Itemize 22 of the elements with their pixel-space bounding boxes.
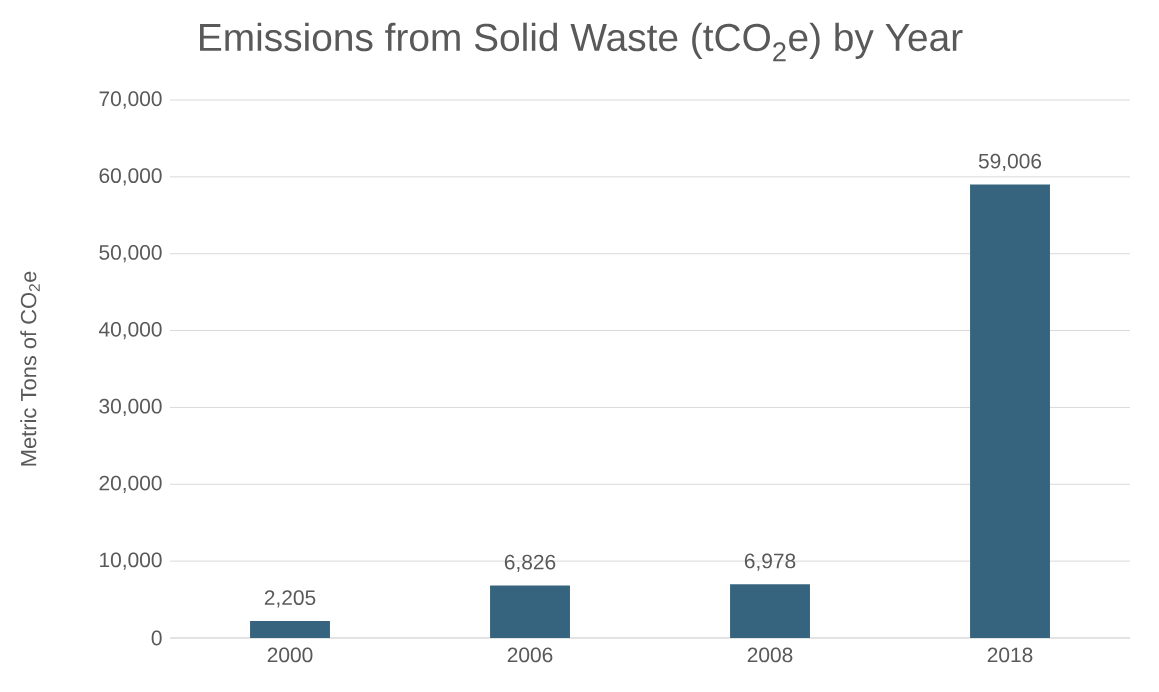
bar — [250, 621, 330, 638]
data-label: 6,978 — [744, 553, 796, 571]
y-tick-label: 0 — [151, 630, 162, 646]
y-tick-label: 50,000 — [99, 245, 162, 263]
y-tick-label: 10,000 — [100, 552, 162, 570]
bar — [970, 184, 1050, 638]
y-tick-label: 30,000 — [99, 398, 162, 417]
x-tick-label: 2000 — [267, 647, 313, 663]
y-tick-label: 60,000 — [99, 168, 162, 186]
bar — [730, 584, 810, 638]
x-tick-label: 2018 — [987, 647, 1033, 663]
data-label: 6,826 — [504, 554, 556, 572]
y-axis-title: Metric Tons of CO$_{2}$e — [20, 271, 40, 466]
y-tick-label: 40,000 — [98, 321, 162, 340]
x-tick-label: 2006 — [507, 647, 553, 663]
y-tick-label: 70,000 — [99, 91, 162, 109]
bar — [490, 585, 570, 638]
data-label: 59,006 — [978, 153, 1042, 171]
chart-title: Emissions from Solid Waste (tCO$_{2}$e) by Year — [200, 22, 963, 62]
data-label: 2,205 — [264, 590, 316, 608]
y-tick-label: 20,000 — [99, 475, 162, 493]
x-tick-label: 2008 — [747, 647, 793, 663]
